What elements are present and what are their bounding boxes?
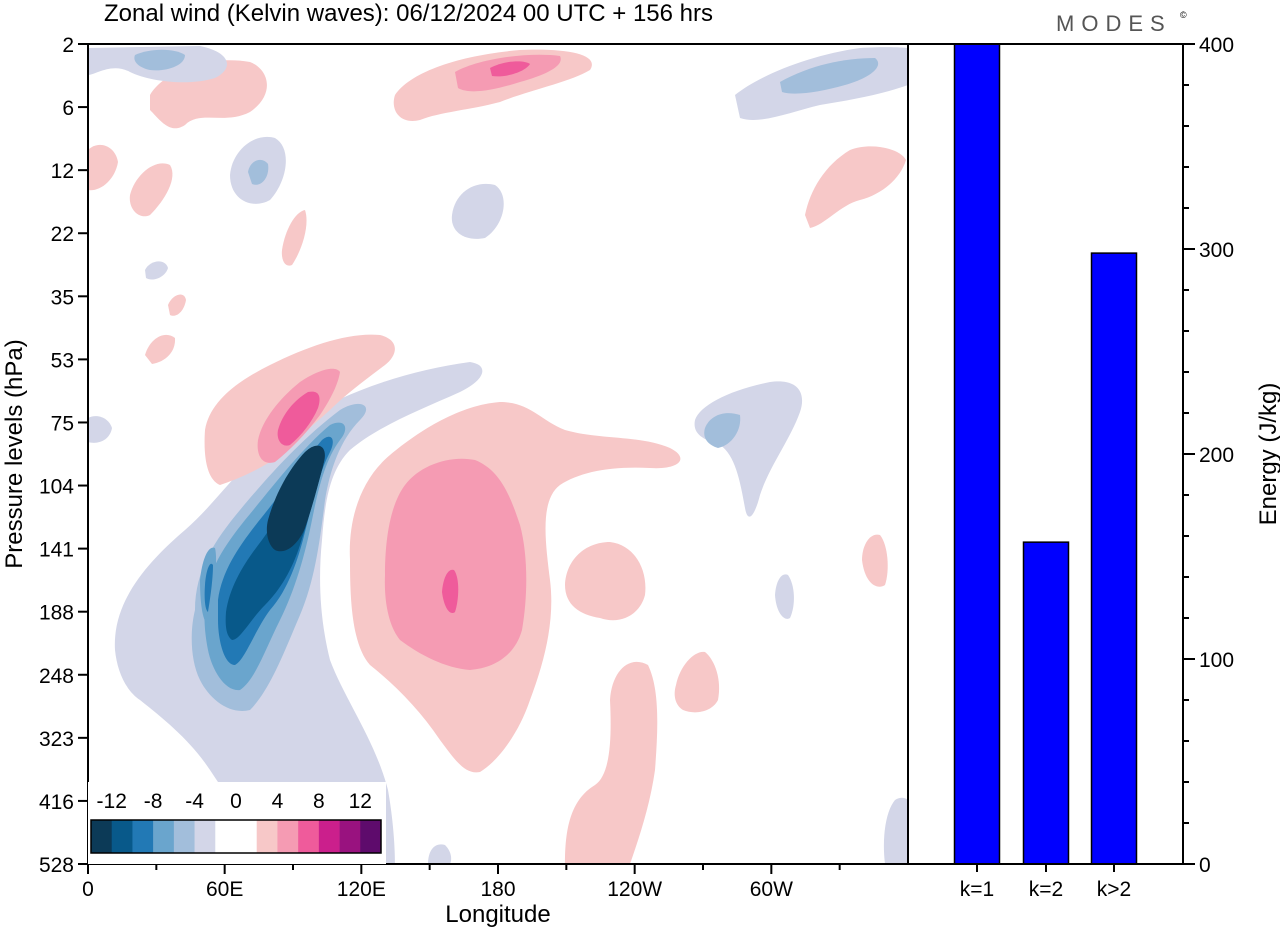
colorbar-label: 4 [272,790,284,813]
contour-neg-lower-left [428,844,452,864]
y-tick-label: 141 [39,539,74,562]
colorbar-labels: -12 -8 -4 0 4 8 12 [97,790,372,813]
colorbar-label: -8 [144,790,163,813]
y-tick-label: 188 [39,602,74,625]
contour-pos-lower-center [565,661,658,864]
bar-1 [953,43,1001,865]
contour-pos-right-lower [674,651,720,713]
y-tick-label: 35 [51,286,74,309]
contour-neg-main-core [266,445,325,552]
contour-neg-lower-branch-2 [204,563,213,612]
brand-text: MODES [1056,11,1172,36]
contour-pos-180-band [565,542,646,621]
colorbar-swatch [318,820,340,853]
contour-neg-75hpa-left [88,416,112,443]
y-tick-label: 2 [62,34,74,57]
bar-x-tick-label: k=1 [960,878,994,901]
contour-pos-right-140 [862,534,888,587]
x-tick-label: 120W [607,878,662,901]
x-tick-label: 0 [82,878,94,901]
bar-x-tick-label: k>2 [1097,878,1131,901]
contour-neg-lower-right [883,797,908,864]
bar-panel: 0 100 200 300 400 k=1 k=2 k>2 Energy (J/kg) [907,34,1280,901]
contour-pos-tilted-core [277,391,320,446]
contour-pos-35hpa [168,294,186,316]
contour-fields [88,46,908,864]
contour-pos-53hpa [145,334,176,364]
bar-y-tick-label: 300 [1199,239,1234,262]
x-tick-label: 180 [480,878,515,901]
colorbar-label: 0 [230,790,242,813]
contour-pos-mid-right [805,146,906,228]
colorbar-swatch [153,820,175,853]
colorbar-swatches [90,819,382,854]
colorbar-label: 12 [349,790,372,813]
colorbar-swatch [277,820,299,853]
colorbar: -12 -8 -4 0 4 8 12 [88,782,386,864]
contour-neg-upper-left-2 [134,49,185,71]
contour-neg-upper-right-2 [780,58,879,94]
x-tick-label: 60E [206,878,243,901]
colorbar-swatch [339,820,361,853]
heatmap-x-label: Longitude [445,901,550,928]
bar-x-axis: k=1 k=2 k>2 [960,864,1131,901]
contour-pos-22hpa [281,210,307,266]
x-tick-label: 120E [337,878,386,901]
colorbar-swatch [215,820,237,853]
colorbar-label: -12 [97,790,127,813]
heatmap-panel: 2 6 12 22 35 53 75 104 141 188 248 323 416 528 0 60E 12… [1,34,909,928]
y-tick-label: 323 [39,728,74,751]
bar-3 [1090,252,1138,865]
contour-pos-12hpa [129,163,173,217]
bar-x-tick-label: k=2 [1029,878,1063,901]
y-tick-label: 528 [39,854,74,877]
colorbar-swatch [111,820,133,853]
contour-pos-big-core [442,569,459,614]
colorbar-label: -4 [185,790,204,813]
y-tick-label: 248 [39,665,74,688]
colorbar-swatch [360,820,382,853]
contour-neg-12hpa-2 [248,159,269,185]
colorbar-swatch [173,820,195,853]
bar-y-tick-label: 200 [1199,444,1234,467]
bar-2 [1022,541,1070,865]
colorbar-swatch [236,820,258,853]
colorbar-swatch [298,820,320,853]
colorbar-swatch [256,820,278,853]
colorbar-swatch [194,820,216,853]
heatmap-y-axis: 2 6 12 22 35 53 75 104 141 188 248 323 416 528 [39,34,88,877]
y-tick-label: 416 [39,791,74,814]
x-tick-label: 60W [750,878,793,901]
chart-title: Zonal wind (Kelvin waves): 06/12/2024 00… [104,0,713,27]
y-tick-label: 53 [51,349,74,372]
energy-bars [953,43,1138,865]
colorbar-swatch [132,820,154,853]
y-tick-label: 75 [51,412,74,435]
bar-y-label: Energy (J/kg) [1255,383,1280,526]
colorbar-frame [90,819,382,854]
bar-y-tick-label: 400 [1199,34,1234,57]
contour-pos-left-edge [88,144,118,191]
y-tick-label: 22 [51,223,74,246]
contour-neg-22hpa [451,183,504,239]
contour-neg-right-75-2 [704,413,741,448]
heatmap-x-axis: 0 60E 120E 180 120W 60W [82,864,841,901]
bar-y-axis: 0 100 200 300 400 [1183,34,1234,877]
y-tick-label: 6 [62,97,74,120]
brand-mark: © [1180,10,1187,20]
y-tick-label: 104 [39,476,74,499]
contour-pos-big-2 [384,458,527,670]
colorbar-swatch [91,820,113,853]
contour-neg-right-188 [775,574,794,619]
y-tick-label: 12 [51,160,74,183]
modes-logo: MODES © [1056,10,1187,36]
contour-neg-35hpa [145,261,168,280]
bar-y-tick-label: 100 [1199,649,1234,672]
bar-y-tick-label: 0 [1199,854,1211,877]
heatmap-y-label: Pressure levels (hPa) [1,339,28,568]
contour-pos-upper-center-3 [490,61,530,77]
colorbar-label: 8 [313,790,325,813]
